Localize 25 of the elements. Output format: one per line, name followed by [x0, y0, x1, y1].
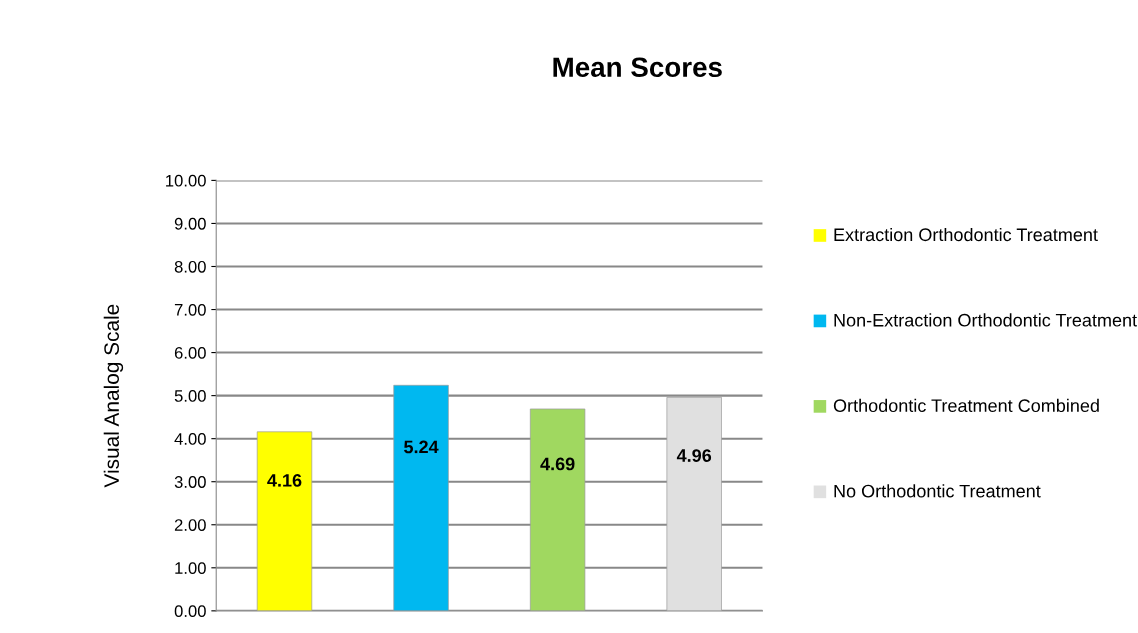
legend-label: No Orthodontic Treatment: [834, 484, 1041, 498]
y-tick-label: 6.00: [174, 346, 206, 359]
y-tick-label: 5.00: [174, 390, 206, 402]
bar: [393, 384, 449, 611]
y-tick-label: 4.00: [174, 433, 206, 445]
y-tick-label: 3.00: [174, 476, 206, 488]
legend-label: Orthodontic Treatment Combined: [833, 398, 1099, 413]
y-tick-label: 0.00: [174, 605, 206, 618]
y-tick-label: 8.00: [174, 260, 206, 273]
y-tick-label: 10.00: [166, 174, 206, 187]
data-label: 4.69: [540, 457, 575, 471]
chart-title: Mean Scores: [553, 57, 722, 78]
y-tick-label: 2.00: [174, 519, 206, 531]
bar: [256, 431, 313, 611]
bar: [666, 397, 722, 611]
legend-label: Non-Extraction Orthodontic Treatment: [834, 313, 1137, 327]
y-axis-title: Visual Analog Scale: [103, 304, 124, 488]
bar: [529, 408, 586, 611]
legend-label: Extraction Orthodontic Treatment: [834, 227, 1098, 242]
data-label: 4.16: [267, 473, 302, 487]
y-tick-label: 9.00: [174, 217, 206, 230]
data-label: 5.24: [404, 440, 439, 454]
y-tick-label: 1.00: [175, 562, 206, 574]
y-tick-label: 7.00: [174, 303, 206, 316]
data-label: 4.96: [676, 449, 712, 462]
